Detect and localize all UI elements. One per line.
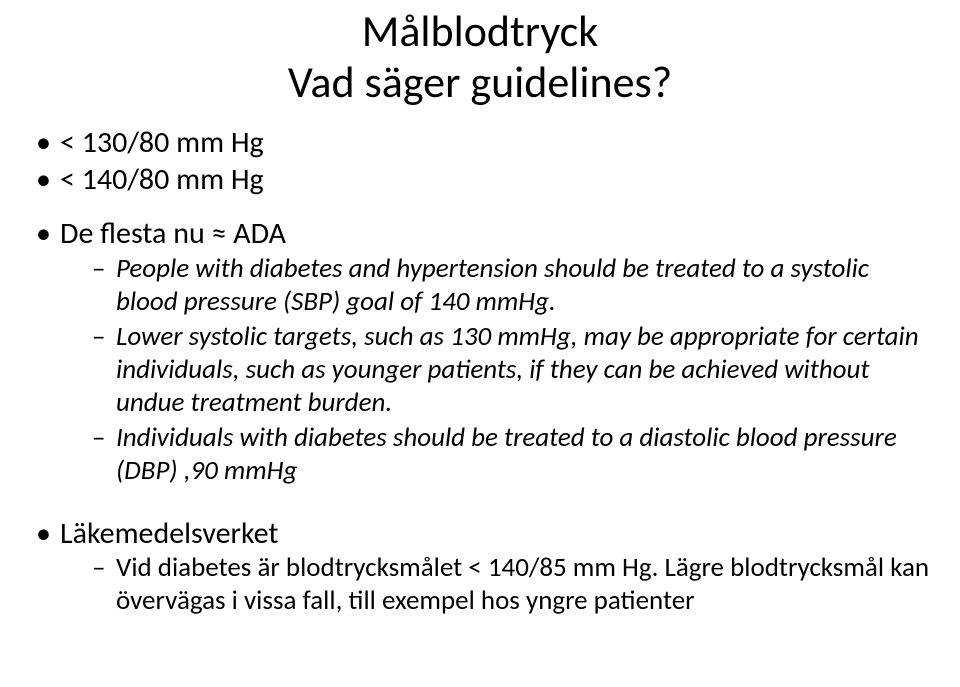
bullet-4-sublist: Vid diabetes är blodtrycksmålet < 140/85… — [60, 552, 936, 618]
title-line-2: Vad säger guidelines? — [0, 57, 960, 108]
bullet-3: De flesta nu ≈ ADA People with diabetes … — [32, 216, 936, 487]
bullet-3-sub-3: Individuals with diabetes should be trea… — [90, 422, 936, 488]
bullet-3-sub-2: Lower systolic targets, such as 130 mmHg… — [90, 321, 936, 420]
bullet-3-text: De flesta nu ≈ ADA — [60, 215, 286, 252]
bullet-4-sub-1-text: Vid diabetes är blodtrycksmålet < 140/85… — [116, 551, 929, 617]
bullet-list: < 130/80 mm Hg < 140/80 mm Hg — [0, 125, 960, 198]
bullet-1-text: < 130/80 mm Hg — [60, 124, 264, 161]
title-line-1: Målblodtryck — [0, 6, 960, 57]
spacer — [0, 198, 960, 216]
bullet-2: < 140/80 mm Hg — [32, 162, 936, 199]
spacer-2 — [0, 490, 960, 516]
bullet-1: < 130/80 mm Hg — [32, 125, 936, 162]
bullet-list-2: De flesta nu ≈ ADA People with diabetes … — [0, 216, 960, 487]
bullet-3-sub-1: People with diabetes and hypertension sh… — [90, 253, 936, 319]
bullet-2-text: < 140/80 mm Hg — [60, 161, 264, 198]
bullet-4-sub-1: Vid diabetes är blodtrycksmålet < 140/85… — [90, 552, 936, 618]
bullet-4-text: Läkemedelsverket — [60, 515, 278, 552]
bullet-3-sublist: People with diabetes and hypertension sh… — [60, 253, 936, 488]
bullet-3-sub-3-text: Individuals with diabetes should be trea… — [116, 421, 897, 487]
bullet-3-sub-2-text: Lower systolic targets, such as 130 mmHg… — [116, 320, 919, 419]
bullet-4: Läkemedelsverket Vid diabetes är blodtry… — [32, 516, 936, 618]
bullet-list-3: Läkemedelsverket Vid diabetes är blodtry… — [0, 516, 960, 618]
bullet-3-sub-1-text: People with diabetes and hypertension sh… — [116, 252, 869, 318]
slide: Målblodtryck Vad säger guidelines? < 130… — [0, 6, 960, 687]
slide-title: Målblodtryck Vad säger guidelines? — [0, 6, 960, 107]
